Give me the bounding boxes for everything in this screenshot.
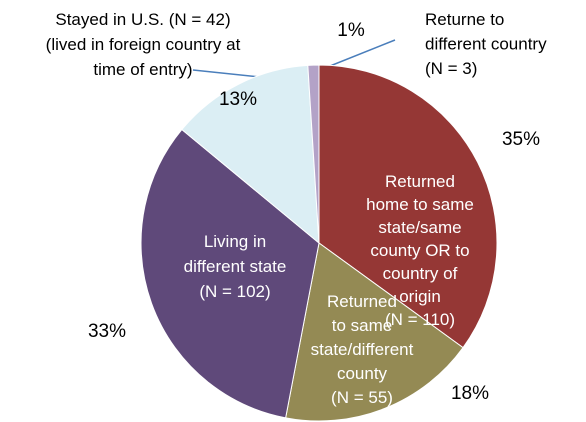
label-line: to same [332,316,392,335]
label-line: country of [383,264,458,283]
label-line: (N = 102) [199,282,270,301]
pie-slice [140,128,320,419]
label-line: state/different [311,340,414,359]
label-line: different state [184,257,287,276]
label-line: state/same [378,218,461,237]
slice-label: Returne to different country (N = 3) [425,10,547,78]
label-line: Stayed in U.S. (N = 42) [55,10,230,29]
percent-label: 33% [88,321,126,342]
label-line: Living in [204,232,266,251]
slice-label: Living in different state (N = 102) [184,232,287,301]
label-line: (N = 55) [331,388,393,407]
label-line: origin [399,287,441,306]
slice-label: Returned to same state/different county (N =… [311,292,414,407]
pie-slice [307,64,320,244]
percent-label: 13% [219,89,257,110]
pie-slice [318,64,498,349]
label-line: Returned [385,172,455,191]
label-line: (N = 110) [385,310,455,329]
label-line: Returned [327,292,397,311]
label-line: home to same [366,195,474,214]
slice-label: Returned home to same state/same county OR … [366,172,474,329]
label-line: different country [425,35,547,54]
pie-slice [285,242,464,422]
percent-label: 35% [502,129,540,150]
percent-label: 18% [451,383,489,404]
label-line: county OR to [370,241,469,260]
label-line: county [337,364,388,383]
label-line: time of entry) [93,60,192,79]
label-line: (lived in foreign country at [46,35,241,54]
label-line: Returne to [425,10,504,29]
slice-label: Stayed in U.S. (N = 42) (lived in foreign… [46,10,241,79]
pie-slice [181,64,320,245]
label-line: (N = 3) [425,59,477,78]
percent-label: 1% [337,20,365,41]
